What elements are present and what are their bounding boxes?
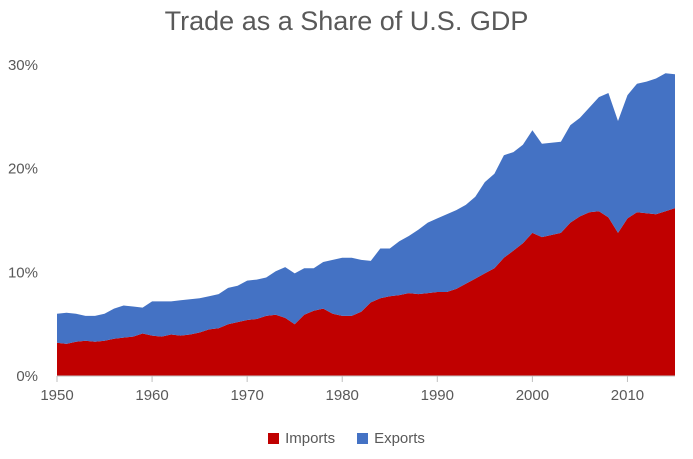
y-tick-label: 0% bbox=[16, 368, 38, 385]
x-tick-label: 1990 bbox=[421, 387, 454, 404]
y-tick-label: 10% bbox=[8, 264, 38, 281]
x-tick-label: 1960 bbox=[135, 387, 168, 404]
legend-item-imports: Imports bbox=[268, 430, 335, 447]
x-tick-label: 1980 bbox=[326, 387, 359, 404]
x-tick-label: 2000 bbox=[516, 387, 549, 404]
chart-title: Trade as a Share of U.S. GDP bbox=[164, 6, 529, 36]
legend-label-exports: Exports bbox=[374, 430, 425, 447]
plot-area bbox=[57, 73, 675, 376]
axes: 0% 10% 20% 30% 1950 1960 1970 1980 1990 2000 2010 bbox=[8, 57, 675, 404]
area-exports bbox=[57, 73, 675, 344]
legend-label-imports: Imports bbox=[285, 430, 336, 447]
y-tick-label: 30% bbox=[8, 57, 38, 74]
legend-swatch-imports bbox=[268, 433, 280, 444]
legend-item-exports: Exports bbox=[357, 430, 425, 447]
legend: Imports Exports bbox=[0, 430, 693, 447]
x-tick-label: 1950 bbox=[40, 387, 73, 404]
y-tick-label: 20% bbox=[8, 161, 38, 178]
x-tick-label: 2010 bbox=[611, 387, 644, 404]
area-imports bbox=[57, 208, 675, 376]
legend-swatch-exports bbox=[357, 433, 369, 444]
x-tick-label: 1970 bbox=[230, 387, 263, 404]
